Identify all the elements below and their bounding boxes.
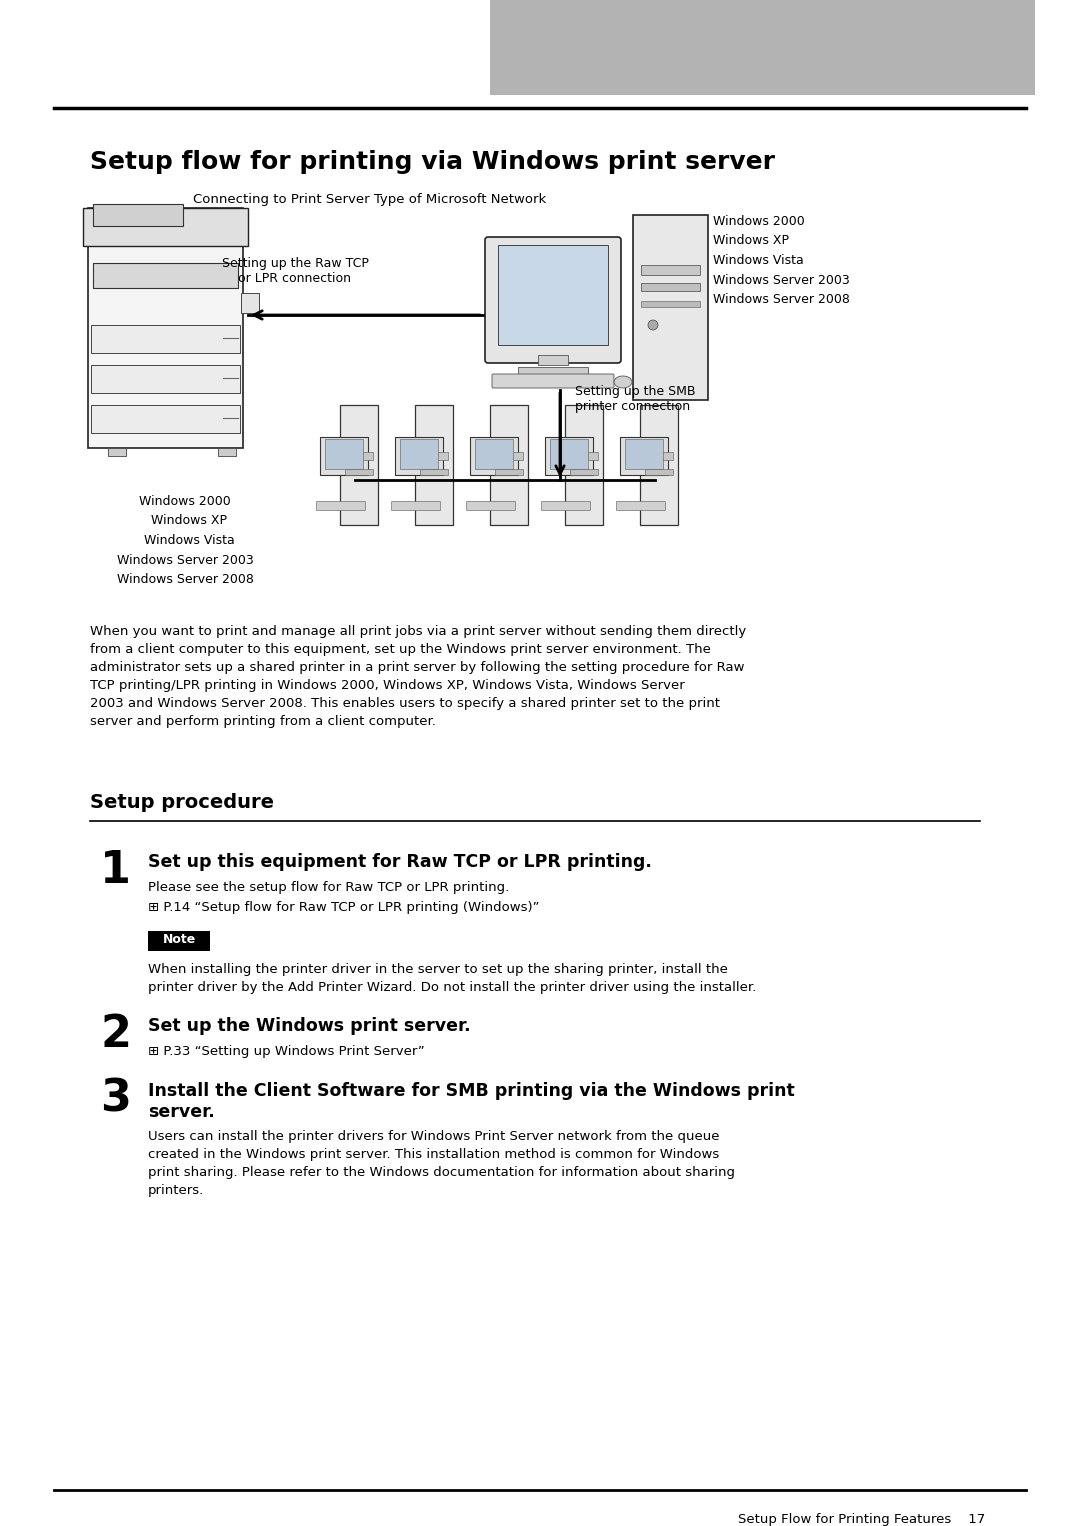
Ellipse shape: [615, 375, 632, 388]
Bar: [415, 404, 453, 525]
Bar: [620, 436, 669, 475]
Bar: [470, 436, 518, 475]
Bar: [545, 436, 593, 475]
Text: Install the Client Software for SMB printing via the Windows print
server.: Install the Client Software for SMB prin…: [148, 1082, 795, 1120]
Text: Set up this equipment for Raw TCP or LPR printing.: Set up this equipment for Raw TCP or LPR…: [148, 853, 652, 871]
Text: Users can install the printer drivers for Windows Print Server network from the : Users can install the printer drivers fo…: [148, 1129, 735, 1196]
Text: 3: 3: [100, 1077, 131, 1122]
Text: ⊞ P.33 “Setting up Windows Print Server”: ⊞ P.33 “Setting up Windows Print Server”: [148, 1045, 424, 1058]
Bar: [345, 452, 373, 459]
Bar: [325, 439, 363, 468]
Bar: [83, 208, 248, 246]
Bar: [91, 404, 240, 433]
Bar: [87, 208, 243, 449]
Bar: [218, 449, 237, 456]
Bar: [420, 452, 448, 459]
Bar: [395, 436, 443, 475]
Text: Windows 2000
  Windows XP
  Windows Vista
Windows Server 2003
Windows Server 200: Windows 2000 Windows XP Windows Vista Wi…: [117, 494, 254, 586]
Bar: [345, 468, 373, 475]
Text: Setup flow for printing via Windows print server: Setup flow for printing via Windows prin…: [90, 150, 775, 174]
Text: 2: 2: [100, 1013, 131, 1056]
Text: Windows 2000
Windows XP
Windows Vista
Windows Server 2003
Windows Server 2008: Windows 2000 Windows XP Windows Vista Wi…: [713, 215, 850, 307]
Bar: [498, 246, 608, 345]
Bar: [400, 439, 438, 468]
Bar: [490, 0, 1035, 95]
Text: Setup Flow for Printing Features    17: Setup Flow for Printing Features 17: [738, 1512, 985, 1526]
Bar: [420, 468, 448, 475]
FancyBboxPatch shape: [316, 502, 365, 511]
FancyBboxPatch shape: [241, 293, 259, 313]
Bar: [550, 439, 588, 468]
Bar: [91, 365, 240, 394]
Bar: [495, 452, 523, 459]
Bar: [640, 404, 678, 525]
Bar: [108, 449, 126, 456]
Bar: [645, 452, 673, 459]
FancyBboxPatch shape: [391, 502, 441, 511]
Text: When you want to print and manage all print jobs via a print server without send: When you want to print and manage all pr…: [90, 626, 746, 728]
Bar: [538, 356, 568, 365]
Bar: [642, 282, 700, 291]
Text: ⊞ P.14 “Setup flow for Raw TCP or LPR printing (Windows)”: ⊞ P.14 “Setup flow for Raw TCP or LPR pr…: [148, 900, 540, 914]
Bar: [518, 366, 588, 375]
Text: Connecting to Print Server Type of Microsoft Network: Connecting to Print Server Type of Micro…: [193, 192, 546, 206]
Bar: [91, 325, 240, 353]
Bar: [490, 404, 528, 525]
Bar: [340, 404, 378, 525]
Circle shape: [648, 320, 658, 330]
Bar: [570, 468, 598, 475]
Bar: [633, 215, 708, 400]
Bar: [475, 439, 513, 468]
Bar: [320, 436, 368, 475]
Bar: [645, 468, 673, 475]
Bar: [642, 266, 700, 275]
Text: Setting up the SMB
printer connection: Setting up the SMB printer connection: [575, 385, 696, 414]
Text: Note: Note: [162, 932, 195, 946]
Bar: [565, 404, 603, 525]
Text: Set up the Windows print server.: Set up the Windows print server.: [148, 1016, 471, 1035]
Text: Setup procedure: Setup procedure: [90, 794, 274, 812]
FancyBboxPatch shape: [617, 502, 665, 511]
Bar: [93, 262, 238, 288]
Text: Please see the setup flow for Raw TCP or LPR printing.: Please see the setup flow for Raw TCP or…: [148, 881, 510, 894]
Bar: [148, 931, 210, 951]
Text: Setting up the Raw TCP
or LPR connection: Setting up the Raw TCP or LPR connection: [221, 256, 368, 285]
FancyBboxPatch shape: [492, 374, 615, 388]
FancyBboxPatch shape: [467, 502, 515, 511]
Bar: [495, 468, 523, 475]
Bar: [642, 301, 700, 307]
FancyBboxPatch shape: [541, 502, 591, 511]
Bar: [93, 204, 183, 226]
FancyBboxPatch shape: [485, 237, 621, 363]
Bar: [625, 439, 663, 468]
Text: 1: 1: [100, 848, 131, 893]
Bar: [570, 452, 598, 459]
Text: When installing the printer driver in the server to set up the sharing printer, : When installing the printer driver in th…: [148, 963, 756, 993]
